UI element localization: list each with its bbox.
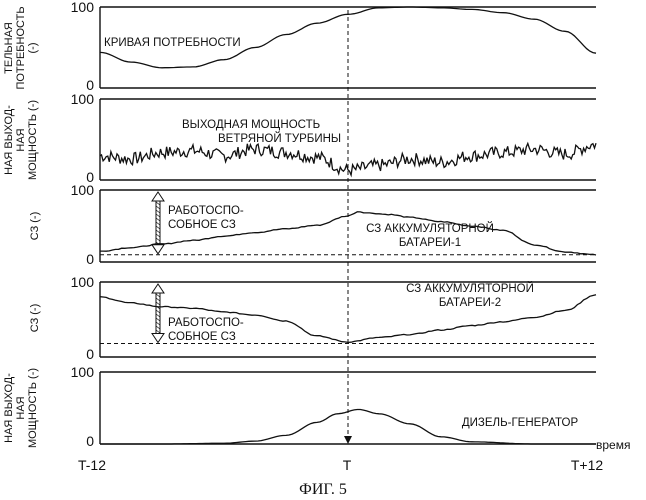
y-axis-label-line: ТЕЛЬНАЯ — [3, 22, 15, 74]
y-tick-label: 0 — [86, 346, 94, 362]
arrow-hatch — [156, 214, 160, 217]
arrow-hatch — [156, 230, 160, 233]
y-tick-label: 0 — [86, 433, 94, 449]
panel-5: 0 100 ОТНОСИТЕЛЬ-НАЯ ВЫХОД-НАЯМОЩНОСТЬ (-)… — [0, 364, 596, 449]
arrow-hatch — [156, 226, 160, 229]
series-annotation: БАТАРЕИ-1 — [399, 237, 461, 249]
y-tick-label: 100 — [71, 182, 95, 198]
arrow-hatch — [156, 202, 160, 205]
arrow-hatch — [156, 326, 160, 329]
time-marker-arrowhead — [344, 436, 352, 444]
y-axis-label-line: НАЯ — [15, 128, 27, 151]
y-axis-label: СЗ (-) — [29, 304, 41, 333]
x-tick-label-end: T+12 — [571, 457, 604, 473]
y-axis-label-line: МОЩНОСТЬ (-) — [27, 368, 39, 448]
arrow-head-down — [152, 334, 164, 343]
series-annotation: ДИЗЕЛЬ-ГЕНЕРАТОР — [462, 417, 579, 429]
y-axis-label: ОТНОСИТЕЛЬ-НАЯ ВЫХОД-НАЯМОЩНОСТЬ (-) — [0, 100, 39, 180]
y-axis-label-line: НАЯ ВЫХОД- — [3, 373, 15, 443]
y-tick-label: 100 — [71, 274, 95, 290]
arrow-head-up — [152, 284, 164, 293]
y-axis-label-line: МОЩНОСТЬ (-) — [27, 100, 39, 180]
series-annotation: ВЕТРЯНОЙ ТУРБИНЫ — [218, 132, 341, 145]
panel-3: 0 100 СЗ (-) СЗ АККУМУЛЯТОРНОЙ БАТАРЕИ-1 РАБО… — [29, 182, 596, 267]
figure-caption: ФИГ. 5 — [299, 481, 347, 498]
y-axis-label-line: ПОТРЕБНОСТЬ — [15, 6, 27, 89]
arrow-hatch — [156, 310, 160, 313]
y-axis-label: ОТНОСИТЕЛЬ-НАЯ ВЫХОД-НАЯМОЩНОСТЬ (-) — [0, 368, 39, 448]
x-tick-label-center: T — [343, 457, 352, 473]
y-axis-label-line: НАЯ — [15, 396, 27, 419]
y-tick-label: 0 — [86, 251, 94, 267]
y-tick-label: 100 — [71, 364, 95, 380]
series-annotation: СЗ АККУМУЛЯТОРНОЙ — [366, 222, 494, 235]
arrow-hatch — [156, 330, 160, 333]
operating-range-arrow — [152, 284, 164, 343]
arrow-head-down — [152, 245, 164, 254]
series-annotation: КРИВАЯ ПОТРЕБНОСТИ — [104, 37, 241, 49]
arrow-hatch — [156, 238, 160, 241]
operating-range-label: СОБНОЕ СЗ — [168, 219, 236, 231]
arrow-hatch — [156, 314, 160, 317]
y-axis-label: ОТНОСИ-ТЕЛЬНАЯПОТРЕБНОСТЬ(-) — [0, 6, 39, 89]
panel-1: 0100ОТНОСИ-ТЕЛЬНАЯПОТРЕБНОСТЬ(-)КРИВАЯ П… — [0, 0, 596, 93]
arrow-hatch — [156, 210, 160, 213]
y-tick-label: 100 — [71, 0, 95, 15]
arrow-hatch — [156, 322, 160, 325]
panel-2: 0100ОТНОСИТЕЛЬ-НАЯ ВЫХОД-НАЯМОЩНОСТЬ (-)… — [0, 91, 596, 185]
arrow-hatch — [156, 222, 160, 225]
series-annotation: ВЫХОДНАЯ МОЩНОСТЬ — [182, 119, 320, 131]
y-axis-label-line: НАЯ ВЫХОД- — [3, 105, 15, 175]
y-tick-label: 100 — [71, 91, 95, 107]
operating-range-arrow — [152, 192, 164, 254]
y-axis-label-line: (-) — [27, 43, 39, 54]
panel-4: 0 100 СЗ (-) СЗ АККУМУЛЯТОРНОЙ БАТАРЕИ-2 РАБО… — [29, 274, 596, 362]
arrow-hatch — [156, 234, 160, 237]
operating-range-label: РАБОТОСПО- — [168, 317, 244, 329]
series-annotation: БАТАРЕИ-2 — [439, 297, 501, 309]
arrow-hatch — [156, 218, 160, 221]
arrow-hatch — [156, 302, 160, 305]
x-tick-label-start: T-12 — [78, 457, 106, 473]
arrow-head-up — [152, 192, 164, 201]
panels-group: 0 100 ОТНОСИ-ТЕЛЬНАЯПОТРЕБНОСТЬ(-) КРИВАЯ П… — [0, 0, 596, 449]
arrow-hatch — [156, 298, 160, 301]
operating-range-label: РАБОТОСПО- — [168, 205, 244, 217]
y-axis-label: СЗ (-) — [29, 212, 41, 241]
arrow-hatch — [156, 294, 160, 297]
arrow-hatch — [156, 318, 160, 321]
series-annotation: СЗ АККУМУЛЯТОРНОЙ — [406, 282, 534, 295]
arrow-hatch — [156, 206, 160, 209]
y-axis-label-line: СЗ (-) — [29, 304, 41, 333]
y-axis-label-line: СЗ (-) — [29, 212, 41, 241]
x-axis-label: время — [596, 438, 630, 452]
operating-range-label: СОБНОЕ СЗ — [168, 331, 236, 343]
